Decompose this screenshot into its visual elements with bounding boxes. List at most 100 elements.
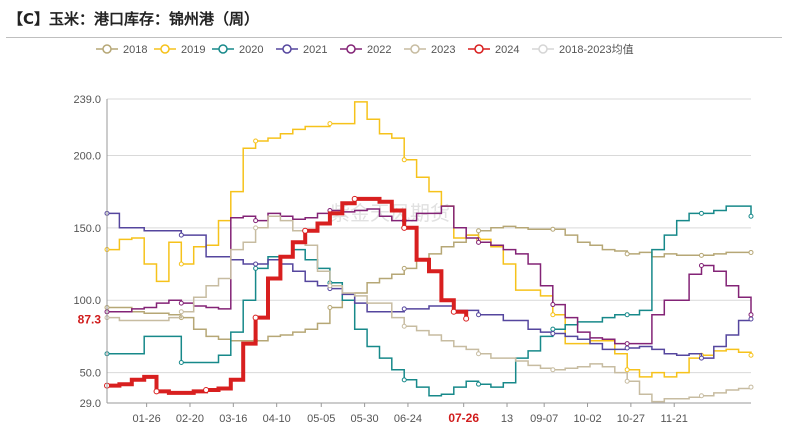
legend-item-2020: 2020 [212,44,263,56]
data-point [624,367,630,373]
legend-swatch-marker [346,44,356,54]
legend-item-2021: 2021 [276,44,327,56]
data-point [253,138,259,144]
legend-item-2023: 2023 [404,44,455,56]
data-point [178,300,184,306]
legend-item-2018-2023均值: 2018-2023均值 [532,43,634,56]
legend-swatch-marker [538,44,548,54]
data-point [253,265,259,271]
x-tick-label: 11-21 [661,413,688,425]
x-tick-label: 09-07 [530,413,558,425]
legend: 2018 2019 2020 2021 2022 2023 2024 2018-2023均值 [96,43,634,56]
data-point [748,384,754,390]
legend-label: 2024 [495,44,519,56]
data-point [624,378,630,384]
legend-item-2019: 2019 [154,44,205,56]
series-2024 [104,195,470,395]
data-point [327,121,333,127]
data-point [476,239,482,245]
data-point [401,323,407,329]
data-point [698,210,704,216]
legend-item-2018: 2018 [96,44,147,56]
series-line-2022 [107,205,752,345]
y-tick-label: 200.0 [73,150,101,162]
axes: 29.0 50.0 100.0 150.0 200.0 239.0 01-26 02-20 03… [73,94,751,425]
data-point [550,367,556,373]
data-point [624,341,630,347]
data-point [351,195,358,202]
legend-item-2022: 2022 [340,44,391,56]
data-point [401,157,407,163]
y-tick-label: 100.0 [73,295,101,307]
data-point [253,218,259,224]
legend-label: 2018 [123,44,147,56]
legend-swatch-marker [410,44,420,54]
x-tick-label: 05-05 [307,413,335,425]
data-point [476,228,482,234]
y-tick-label: 150.0 [73,223,101,235]
series-2018 [104,225,754,344]
chart-title: 【C】玉米：港口库存：锦州港（周） [8,10,260,28]
x-tick-label: 04-10 [263,413,291,425]
series-2019 [104,101,754,378]
x-tick-label: 10-27 [617,413,645,425]
series-2022 [104,205,754,347]
data-point [302,227,309,234]
data-point [463,315,470,322]
data-point [401,377,407,383]
watermark-text: 紫金天风期货 [330,202,450,225]
data-point [476,312,482,318]
data-point [698,262,704,268]
data-point [748,249,754,255]
data-point [624,312,630,318]
x-tick-label: 01-26 [133,413,161,425]
legend-label: 2023 [431,44,455,56]
data-point [153,388,160,395]
x-tick-label: 02-20 [176,413,204,425]
series-line-2018 [107,225,751,342]
data-point [327,304,333,310]
data-point [327,283,333,289]
series-group [104,101,754,403]
data-point [748,316,754,322]
series-line-2021 [107,212,752,359]
title-divider [6,37,782,38]
data-point [476,381,482,387]
data-point [401,265,407,271]
legend-swatch-marker [102,44,112,54]
legend-label: 2020 [239,44,263,56]
watermark: 紫金天风期货 [330,202,450,225]
data-point [698,355,704,361]
series-2023 [104,215,754,403]
x-tick-label: 13 [501,413,513,425]
data-point [550,326,556,332]
data-point [550,331,556,337]
data-point [178,232,184,238]
data-point [624,345,630,351]
data-point [698,252,704,258]
x-tick-label: 06-24 [394,413,422,425]
series-line-2020 [107,205,752,397]
data-point [252,314,259,321]
y-tick-label: 29.0 [80,398,101,410]
x-tick-label: 05-30 [351,413,379,425]
data-point [253,225,259,231]
y-tick-label: 239.0 [73,94,101,106]
series-2021 [104,210,754,361]
data-point [401,306,407,312]
data-point [624,251,630,257]
series-line-2024 [107,196,469,395]
legend-label: 2021 [303,44,327,56]
legend-label: 2019 [181,44,205,56]
data-point [748,213,754,219]
series-line-2019 [107,101,752,378]
data-point [698,393,704,399]
data-point [178,261,184,267]
data-point [550,302,556,308]
legend-swatch-marker [474,44,484,54]
data-point [748,352,754,358]
data-point [748,312,754,318]
series-line-2023 [107,215,752,403]
data-point [450,308,457,315]
